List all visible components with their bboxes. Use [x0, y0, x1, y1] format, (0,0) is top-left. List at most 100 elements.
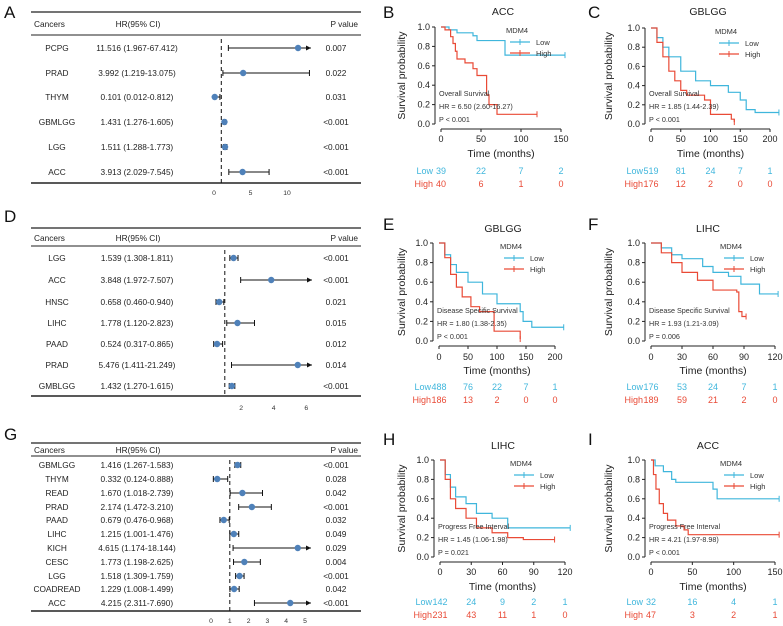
y-tick-label: 1.0 [627, 23, 640, 33]
risk-label-high: High [413, 610, 432, 620]
risk-count: 22 [476, 166, 486, 176]
ci-arrow [306, 45, 311, 51]
risk-count: 488 [431, 382, 446, 392]
hr-point [248, 503, 256, 511]
legend-label: High [745, 50, 760, 59]
y-tick-label: 0.6 [416, 494, 429, 504]
risk-count: 2 [531, 597, 536, 607]
risk-label-low: Low [626, 597, 643, 607]
risk-count: 59 [677, 395, 687, 405]
x-tick-label: 50 [687, 567, 697, 577]
x-tick-label: 100 [703, 134, 718, 144]
risk-count: 3 [690, 610, 695, 620]
hr-point [236, 572, 243, 580]
hr-ci-text: 1.670 (1.018-2.739) [101, 488, 174, 498]
x-tick-label: 1 [228, 618, 232, 625]
p-value: <0.001 [323, 275, 349, 285]
p-value: 0.031 [326, 92, 347, 102]
y-tick-label: 0.4 [627, 81, 640, 91]
forest-row: THYM 0.101 (0.012-0.812) 0.031 [45, 92, 347, 102]
y-tick-label: 0.2 [627, 533, 640, 543]
y-tick-label: 0.2 [416, 533, 429, 543]
forest-row: LIHC 1.215 (1.001-1.476) 0.049 [48, 529, 347, 539]
forest-plot-A: A Cancers HR(95% CI) P value PCPG 11.516 (1.9… [4, 3, 361, 197]
cancer-name: GBMLGG [39, 460, 75, 470]
hr-point [221, 118, 228, 126]
p-value: <0.001 [323, 598, 349, 608]
forest-row: THYM 0.332 (0.124-0.888) 0.028 [45, 474, 347, 484]
forest-row: ACC 3.913 (2.029-7.545) <0.001 [48, 167, 349, 177]
hr-ci-text: 1.432 (1.270-1.615) [101, 381, 174, 391]
hr-point [230, 530, 238, 538]
panel-letter: A [4, 3, 16, 22]
forest-row: ACC 4.215 (2.311-7.690) <0.001 [48, 598, 349, 608]
x-tick-label: 2 [239, 405, 243, 412]
forest-row: LGG 1.518 (1.309-1.759) <0.001 [48, 571, 349, 581]
hr-ci-text: 3.992 (1.219-13.075) [98, 68, 176, 78]
hr-ci-text: 1.539 (1.308-1.811) [101, 253, 174, 263]
x-tick-label: 50 [676, 134, 686, 144]
km-curve-high [440, 459, 555, 541]
ci-arrow [307, 362, 312, 368]
legend-label: Low [530, 254, 544, 263]
stats-annotation: P < 0.001 [649, 548, 680, 557]
y-tick-label: 0.2 [417, 100, 430, 110]
forest-row: LGG 1.511 (1.288-1.773) <0.001 [48, 142, 349, 152]
x-tick-label: 5 [303, 618, 307, 625]
panel-letter: F [588, 215, 598, 234]
hr-ci-text: 0.679 (0.476-0.968) [101, 515, 174, 525]
hr-ci-text: 1.511 (1.288-1.773) [101, 142, 174, 152]
hr-point [230, 585, 238, 593]
legend-title: MDM4 [715, 27, 737, 36]
risk-count: 0 [558, 179, 563, 189]
hr-ci-text: 1.416 (1.267-1.583) [101, 460, 174, 470]
risk-label-low: Low [416, 166, 433, 176]
risk-count: 0 [523, 395, 528, 405]
risk-count: 1 [772, 382, 777, 392]
risk-label-high: High [414, 179, 433, 189]
forest-row: PRAD 2.174 (1.472-3.210) <0.001 [45, 502, 349, 512]
risk-count: 21 [708, 395, 718, 405]
cancer-name: LIHC [48, 318, 67, 328]
risk-count: 24 [466, 597, 476, 607]
cancer-name: PRAD [45, 360, 68, 370]
forest-row: CESC 1.773 (1.198-2.625) 0.004 [45, 557, 346, 567]
column-header-p: P value [330, 233, 358, 243]
panel-letter: G [4, 425, 17, 444]
cancer-name: LGG [48, 253, 66, 263]
stats-annotation: HR = 1.85 (1.44-2.39) [649, 102, 719, 111]
hr-point [234, 319, 241, 327]
risk-count: 7 [738, 166, 743, 176]
p-value: 0.042 [326, 584, 347, 594]
stats-annotation: Overall Survival [439, 89, 490, 98]
cancer-name: PAAD [46, 339, 68, 349]
x-tick-label: 30 [677, 352, 687, 362]
risk-count: 0 [772, 395, 777, 405]
column-header-cancers: Cancers [34, 233, 65, 243]
panel-letter: B [383, 3, 394, 22]
cancer-name: THYM [45, 92, 69, 102]
risk-count: 2 [494, 395, 499, 405]
hr-ci-text: 11.516 (1.967-67.412) [96, 43, 178, 53]
x-axis-label: Time (months) [679, 365, 746, 377]
risk-count: 176 [643, 382, 658, 392]
km-curve-high [651, 459, 780, 536]
y-tick-label: 0.4 [417, 80, 430, 90]
column-header-hr: HR(95% CI) [116, 233, 161, 243]
stats-annotation: P < 0.001 [439, 115, 470, 124]
hr-ci-text: 0.524 (0.317-0.865) [101, 339, 174, 349]
x-tick-label: 4 [284, 618, 288, 625]
x-tick-label: 100 [726, 567, 741, 577]
legend-title: MDM4 [510, 459, 532, 468]
cancer-name: LGG [48, 571, 66, 581]
p-value: 0.022 [326, 68, 347, 78]
plot-title: LIHC [491, 440, 515, 452]
risk-count: 13 [463, 395, 473, 405]
x-tick-label: 10 [283, 190, 291, 197]
y-tick-label: 0.8 [627, 474, 640, 484]
x-tick-label: 150 [553, 134, 568, 144]
risk-label-high: High [624, 610, 643, 620]
forest-row: COADREAD 1.229 (1.008-1.499) 0.042 [33, 584, 346, 594]
panel-letter: I [588, 430, 593, 449]
